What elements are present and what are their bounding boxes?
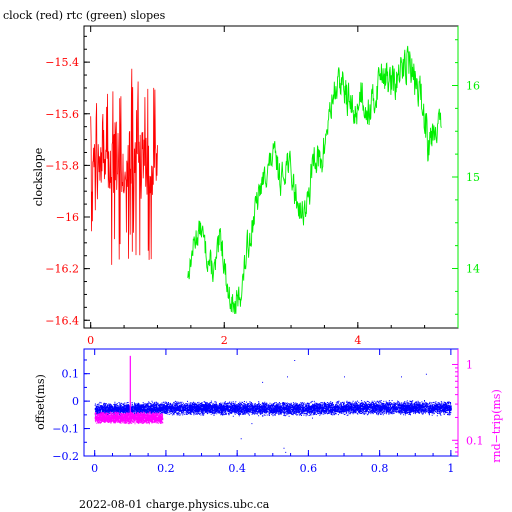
offset-x-tick-label: 0.4 — [228, 462, 246, 475]
slopes-y-tick-label: −15.8 — [45, 159, 79, 172]
slopes-y-axis-label: clockslope — [32, 148, 45, 206]
offset-x-axis: 0 0.2 0.4 0.6 0.8 1 — [91, 349, 454, 475]
offset-right-axis: 0.11 — [452, 358, 484, 453]
offset-x-tick-label: 0.8 — [371, 462, 389, 475]
offset-x-tick-label: 0.6 — [300, 462, 318, 475]
offset-y-tick-label: −0.2 — [52, 450, 79, 463]
offset-series — [94, 355, 452, 453]
slopes-chart: clock (red) rtc (green) slopes 0 2 4 −16.4… — [3, 9, 480, 347]
series-offset-points — [94, 400, 452, 418]
offset-x-tick-label: 1 — [447, 462, 454, 475]
slopes-y2-tick-label: 16 — [466, 79, 480, 92]
rndtrip-y2-tick-label: 0.1 — [466, 434, 484, 447]
offset-y-axis-label: offset(ms) — [34, 374, 47, 430]
slopes-chart-title: clock (red) rtc (green) slopes — [3, 9, 166, 22]
slopes-y-tick-label: −15.4 — [45, 56, 79, 69]
offset-y-tick-label: −0.1 — [52, 423, 79, 436]
slopes-y-tick-label: −16 — [56, 211, 79, 224]
slopes-y2-tick-label: 15 — [466, 171, 480, 184]
slopes-series — [90, 45, 442, 315]
offset-y-tick-label: 0.1 — [62, 368, 80, 381]
slopes-y-tick-label: −16.2 — [45, 263, 79, 276]
slopes-y-tick-label: −15.6 — [45, 108, 79, 121]
series-clock-line — [90, 68, 158, 265]
slopes-x-axis: 0 2 4 — [87, 26, 426, 347]
slopes-y2-tick-label: 14 — [466, 263, 480, 276]
series-rndtrip-points — [94, 411, 164, 425]
offset-x-tick-label: 0 — [91, 462, 98, 475]
footer-caption: 2022-08-01 charge.physics.ubc.ca — [79, 498, 270, 511]
offset-chart: 0 0.2 0.4 0.6 0.8 1 −0.2−0.100.1 0.11 offset(… — [34, 348, 503, 475]
rndtrip-y-axis-label: rnd−trip(ms) — [490, 389, 503, 463]
offset-y-tick-label: 0 — [72, 395, 79, 408]
slopes-x-tick-label: 2 — [221, 334, 228, 347]
slopes-y-tick-label: −16.4 — [45, 314, 79, 327]
slopes-x-tick-label: 4 — [354, 334, 361, 347]
slopes-right-axis: 14 15 16 — [452, 39, 480, 315]
offset-x-tick-label: 0.2 — [157, 462, 175, 475]
series-rtc-line — [187, 45, 442, 315]
offset-left-axis: −0.2 −0.1 0 0.1 — [52, 359, 90, 463]
rndtrip-y2-tick-label: 1 — [466, 358, 473, 371]
slopes-x-tick-label: 0 — [87, 334, 94, 347]
slopes-left-axis: −16.4 −16.2 −16 −15.8 −15.6 −15.4 — [45, 35, 90, 327]
